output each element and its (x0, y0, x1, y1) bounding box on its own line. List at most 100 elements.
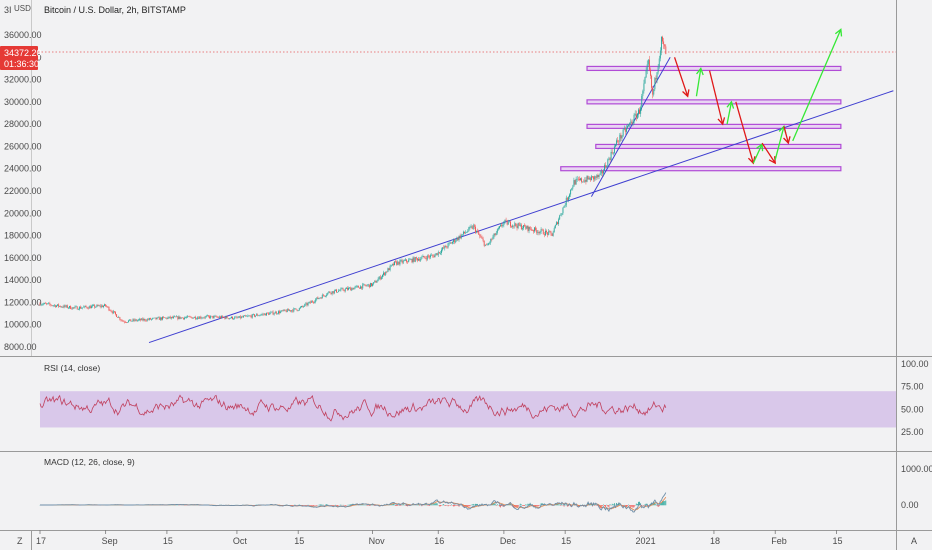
macd-histogram-bar (419, 505, 421, 506)
candle-body (447, 243, 449, 248)
candle-body (66, 305, 68, 308)
candle-body (372, 283, 374, 286)
macd-histogram-bar (564, 504, 566, 506)
candle-body (555, 222, 557, 226)
macd-histogram-bar (500, 505, 502, 508)
macd-histogram-bar (399, 505, 401, 507)
resistance-zone (586, 123, 842, 129)
candle-body (305, 303, 307, 305)
candle-body (148, 318, 150, 320)
candle-body (118, 317, 120, 318)
candle-body (471, 226, 473, 229)
macd-histogram-bar (550, 504, 552, 506)
macd-title[interactable]: MACD (12, 26, close, 9) (44, 457, 135, 467)
macd-histogram-bar (575, 504, 577, 506)
candle-body (128, 320, 130, 323)
candle-body (636, 114, 638, 119)
macd-histogram-bar (475, 503, 476, 506)
arrow-head (717, 117, 726, 126)
macd-histogram-bar (556, 504, 557, 506)
candle-body (355, 286, 357, 287)
candle-body (434, 254, 436, 258)
candle-body (376, 281, 378, 283)
candle-body (425, 258, 427, 260)
macd-histogram-bar (515, 505, 517, 508)
candle-body (78, 306, 80, 310)
candle-body (169, 316, 171, 319)
candle-body (561, 213, 563, 216)
macd-histogram-bar (501, 505, 503, 506)
macd-histogram-bar (363, 504, 365, 506)
candle-body (403, 260, 405, 262)
candle-body (330, 292, 332, 294)
candle-body (272, 311, 274, 315)
candle-body (524, 225, 526, 227)
candle-body (255, 315, 256, 317)
macd-histogram-bar (494, 503, 496, 506)
macd-histogram-bar (537, 505, 539, 507)
candle-body (293, 308, 295, 312)
candle-body (469, 226, 471, 228)
macd-histogram-bar (656, 505, 658, 506)
candle-body (101, 305, 103, 308)
candle-body (501, 224, 503, 227)
candle-body (567, 197, 569, 200)
price-axis[interactable]: 36000.0034000.0032000.0030000.0028000.00… (4, 30, 42, 352)
macd-axis: 1000.00 0.00 (901, 464, 932, 510)
price-tick-label: 20000.00 (4, 208, 42, 218)
candle-body (125, 322, 127, 323)
arrow-shaft (673, 57, 689, 97)
projection-arrows[interactable] (673, 28, 843, 165)
candle-body (72, 307, 74, 310)
candle-body (164, 317, 166, 319)
candle-body (340, 288, 342, 291)
time-tick-label: Feb (771, 536, 787, 546)
candle-body (514, 223, 516, 227)
candle-body (502, 225, 504, 227)
macd-histogram-bar (331, 505, 333, 506)
auto-scale-button[interactable]: A (911, 536, 917, 546)
candle-body (287, 309, 289, 311)
macd-histogram-bar (454, 505, 456, 507)
candle-body (574, 180, 576, 185)
candle-body (390, 265, 392, 266)
candle-body (652, 87, 654, 95)
macd-histogram-bar (655, 504, 657, 506)
candle-body (534, 227, 535, 232)
candle-body (240, 316, 242, 319)
candle-body (46, 303, 48, 305)
candle-body (333, 290, 335, 294)
candle-body (57, 304, 58, 306)
time-tick-label: 16 (434, 536, 444, 546)
macd-histogram-bar (527, 503, 529, 506)
chart-title[interactable]: Bitcoin / U.S. Dollar, 2h, BITSTAMP (44, 5, 186, 15)
candle-body (577, 178, 579, 180)
macd-histogram-bar (628, 504, 630, 506)
macd-histogram-bar (591, 503, 592, 506)
price-tick-label: 18000.00 (4, 231, 42, 241)
candle-body (608, 158, 610, 160)
candle-body (107, 306, 109, 308)
candle-body (52, 305, 54, 307)
candle-body (398, 261, 400, 265)
candle-body (507, 222, 509, 225)
candle-body (84, 305, 86, 307)
price-tick-label: 22000.00 (4, 186, 42, 196)
time-axis[interactable]: 17 Sep 15 Oct 15 Nov 16 Dec 15 2021 18 Feb 15 (36, 530, 842, 546)
macd-histogram-bar (648, 504, 650, 506)
rsi-title[interactable]: RSI (14, close) (44, 363, 100, 373)
candle-body (264, 313, 266, 316)
candle-body (75, 306, 77, 308)
candle-body (508, 221, 510, 223)
candle-body (601, 171, 603, 174)
bottom-left-label[interactable]: Z (17, 536, 23, 546)
candle-body (111, 311, 113, 314)
resistance-zones[interactable] (560, 65, 842, 172)
candle-body (199, 316, 201, 319)
macd-histogram-bar (362, 504, 364, 506)
long-trendline (148, 90, 894, 344)
macd-histogram-bar (523, 505, 524, 506)
candle-body (365, 285, 367, 287)
time-tick-label: 2021 (636, 536, 656, 546)
